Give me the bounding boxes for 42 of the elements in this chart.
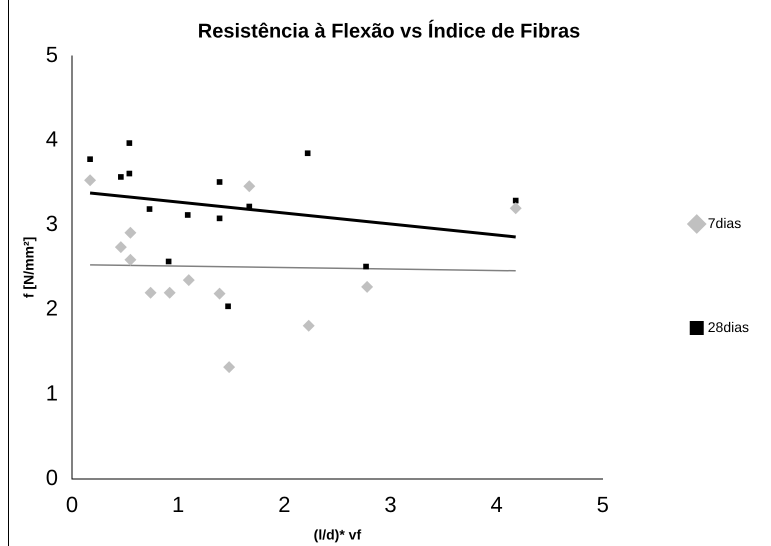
point [126, 170, 132, 176]
legend-label: 7dias [708, 214, 742, 231]
x-tick-label: 5 [596, 492, 609, 518]
point [225, 303, 231, 310]
point [84, 174, 96, 186]
point [243, 180, 256, 192]
point [182, 274, 195, 286]
y-tick-label: 4 [46, 126, 58, 152]
point [118, 174, 124, 180]
y-tick-label: 1 [46, 380, 58, 406]
legend-label: 28dias [708, 318, 750, 335]
x-axis-title: (l/d)* vf [314, 526, 362, 542]
point [216, 179, 222, 185]
point [510, 202, 522, 214]
y-axis-title: f [N/mm²] [20, 236, 36, 298]
y-tick-label: 0 [46, 464, 58, 490]
point [126, 140, 132, 146]
x-tick-label: 4 [490, 492, 503, 518]
y-tick-label: 5 [46, 42, 58, 68]
point [304, 150, 310, 156]
point [363, 264, 369, 270]
point [144, 286, 157, 299]
point [166, 258, 172, 264]
point [124, 226, 136, 239]
point [124, 254, 136, 266]
point [164, 286, 176, 299]
point [184, 212, 191, 218]
y-tick-label: 3 [46, 211, 58, 236]
x-tick-label: 0 [66, 492, 78, 518]
point [216, 216, 222, 222]
x-tick-label: 2 [278, 492, 290, 518]
chart-title: Resistência à Flexão vs Índice de Fibras [198, 20, 580, 43]
point [302, 320, 315, 332]
y-tick-label: 2 [46, 296, 58, 321]
point [87, 156, 93, 162]
point [361, 280, 374, 293]
point [223, 361, 236, 374]
point [146, 206, 152, 212]
point [114, 241, 127, 254]
x-tick-label: 1 [172, 492, 184, 518]
x-tick-label: 3 [384, 492, 397, 518]
point [214, 288, 226, 300]
